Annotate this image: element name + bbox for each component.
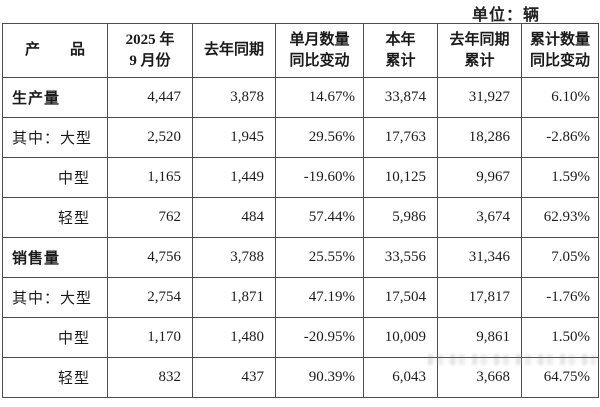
cell-value: 437 xyxy=(192,357,276,398)
cell-value: 64.75% xyxy=(521,357,599,398)
cell-value: 14.67% xyxy=(275,77,364,118)
table-row-production-medium: 中型 1,165 1,449 -19.60% 10,125 9,967 1.59… xyxy=(2,157,599,198)
cell-value: 3,878 xyxy=(192,77,276,118)
header-last-year-ytd: 去年同期 累计 xyxy=(437,23,522,78)
cell-value: 17,504 xyxy=(363,277,438,318)
cell-value: 33,874 xyxy=(363,77,438,118)
cell-value: 1,871 xyxy=(192,277,276,318)
row-label: 其中：大型 xyxy=(2,117,108,158)
table-row-production-light: 轻型 762 484 57.44% 5,986 3,674 62.93% xyxy=(2,197,599,238)
cell-value: -2.86% xyxy=(521,117,599,158)
cell-value: 1,170 xyxy=(107,317,193,358)
cell-value: 17,763 xyxy=(363,117,438,158)
cell-value: 10,125 xyxy=(363,157,438,198)
cell-value: 762 xyxy=(107,197,193,238)
table-row-sales-light: 轻型 832 437 90.39% 6,043 3,668 64.75% xyxy=(2,357,599,398)
cell-value: 1.50% xyxy=(521,317,599,358)
cell-value: 4,447 xyxy=(107,77,193,118)
row-label: 其中：大型 xyxy=(2,277,108,318)
cell-value: -19.60% xyxy=(275,157,364,198)
cell-value: -20.95% xyxy=(275,317,364,358)
row-label: 轻型 xyxy=(2,197,108,238)
table-row-production-total: 生产量 4,447 3,878 14.67% 33,874 31,927 6.1… xyxy=(2,77,599,118)
cell-value: 57.44% xyxy=(275,197,364,238)
header-cumulative-yoy-change: 累计数量 同比变动 xyxy=(521,23,599,78)
cell-value: 18,286 xyxy=(437,117,522,158)
header-row: 产 品 2025 年 9 月份 去年同期 单月数量 同比变动 本年 累计 xyxy=(2,23,599,78)
cell-value: 47.19% xyxy=(275,277,364,318)
cell-value: 29.56% xyxy=(275,117,364,158)
cell-value: 5,986 xyxy=(363,197,438,238)
cell-value: 4,756 xyxy=(107,237,193,278)
cell-value: 31,927 xyxy=(437,77,522,118)
cell-value: 1.59% xyxy=(521,157,599,198)
row-label: 中型 xyxy=(2,317,108,358)
row-label: 轻型 xyxy=(2,357,108,398)
cell-value: 62.93% xyxy=(521,197,599,238)
cell-value: 3,674 xyxy=(437,197,522,238)
header-monthly-yoy-change: 单月数量 同比变动 xyxy=(275,23,364,78)
unit-label: 单位：辆 xyxy=(471,7,540,24)
cell-value: 1,449 xyxy=(192,157,276,198)
row-label: 中型 xyxy=(2,157,108,198)
cell-value: 2,520 xyxy=(107,117,193,158)
table-row-sales-large: 其中：大型 2,754 1,871 47.19% 17,504 17,817 -… xyxy=(2,277,599,318)
table-row-sales-medium: 中型 1,170 1,480 -20.95% 10,009 9,861 1.50… xyxy=(2,317,599,358)
cell-value: 31,346 xyxy=(437,237,522,278)
cell-value: 6,043 xyxy=(363,357,438,398)
row-label: 销售量 xyxy=(2,237,108,278)
row-label: 生产量 xyxy=(2,77,108,118)
table-row-production-large: 其中：大型 2,520 1,945 29.56% 17,763 18,286 -… xyxy=(2,117,599,158)
cell-value: -1.76% xyxy=(521,277,599,318)
cell-value: 17,817 xyxy=(437,277,522,318)
header-last-year-same-period: 去年同期 xyxy=(192,23,276,78)
header-current-month: 2025 年 9 月份 xyxy=(107,23,193,78)
cell-value: 2,754 xyxy=(107,277,193,318)
cell-value: 1,165 xyxy=(107,157,193,198)
cell-value: 7.05% xyxy=(521,237,599,278)
cell-value: 10,009 xyxy=(363,317,438,358)
cell-value: 3,668 xyxy=(437,357,522,398)
cell-value: 1,945 xyxy=(192,117,276,158)
cell-value: 3,788 xyxy=(192,237,276,278)
cell-value: 33,556 xyxy=(363,237,438,278)
header-product: 产 品 xyxy=(2,23,108,78)
cell-value: 484 xyxy=(192,197,276,238)
cell-value: 90.39% xyxy=(275,357,364,398)
cell-value: 9,967 xyxy=(437,157,522,198)
table-row-sales-total: 销售量 4,756 3,788 25.55% 33,556 31,346 7.0… xyxy=(2,237,599,278)
cell-value: 9,861 xyxy=(437,317,522,358)
production-sales-table: 产 品 2025 年 9 月份 去年同期 单月数量 同比变动 本年 累计 xyxy=(2,23,599,398)
cell-value: 25.55% xyxy=(275,237,364,278)
cell-value: 6.10% xyxy=(521,77,599,118)
header-ytd: 本年 累计 xyxy=(363,23,438,78)
cell-value: 832 xyxy=(107,357,193,398)
cell-value: 1,480 xyxy=(192,317,276,358)
